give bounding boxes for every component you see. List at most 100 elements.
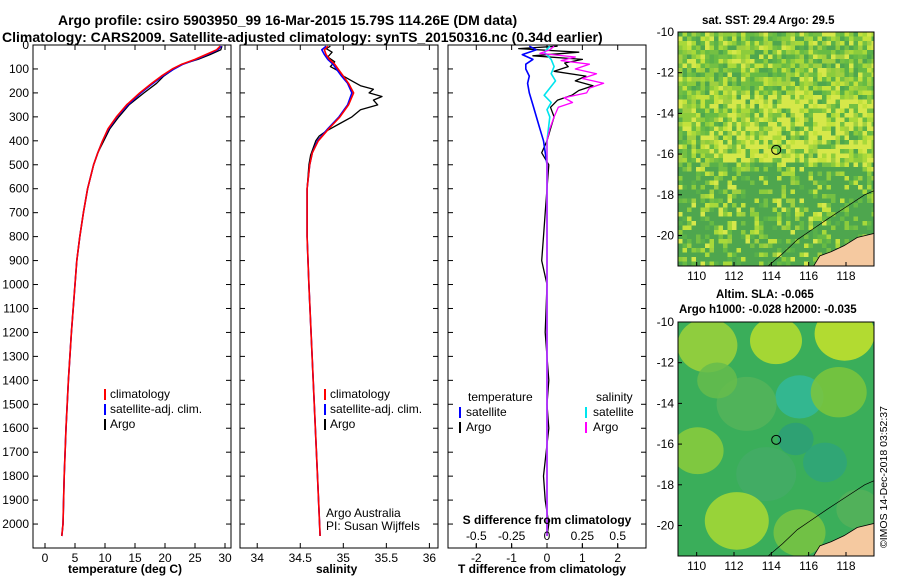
sst-cell	[840, 54, 845, 60]
sst-cell	[727, 153, 733, 159]
sst-cell	[853, 144, 859, 150]
sst-cell	[835, 126, 841, 132]
sst-cell	[781, 158, 787, 163]
sst-cell	[772, 252, 778, 258]
map-field	[678, 32, 874, 266]
sst-cell	[714, 153, 719, 159]
sst-cell	[745, 257, 751, 262]
sst-cell	[727, 149, 733, 154]
sst-cell	[777, 140, 782, 145]
sst-cell	[727, 45, 733, 51]
sst-cell	[867, 221, 872, 226]
sst-cell	[750, 126, 755, 132]
sst-cell	[723, 221, 728, 226]
sst-cell	[790, 32, 796, 37]
sst-cell	[795, 230, 800, 235]
sst-cell	[795, 207, 800, 213]
sst-cell	[772, 140, 778, 145]
sst-cell	[759, 153, 764, 159]
sst-cell	[804, 234, 809, 240]
sst-cell	[718, 216, 724, 222]
sst-cell	[741, 203, 746, 208]
sst-cell	[777, 176, 782, 181]
sst-cell	[840, 90, 845, 96]
sst-cell	[696, 261, 701, 266]
sst-cell	[741, 86, 746, 91]
sst-cell	[700, 122, 706, 127]
sst-cell	[849, 59, 854, 64]
sst-cell	[718, 162, 724, 168]
sst-cell	[786, 135, 791, 141]
sst-cell	[759, 131, 764, 136]
sst-cell	[849, 99, 854, 105]
sst-cell	[759, 144, 764, 150]
sst-cell	[750, 32, 755, 37]
sst-cell	[799, 140, 805, 145]
sst-cell	[732, 239, 737, 244]
sst-cell	[736, 50, 742, 55]
sst-cell	[768, 90, 773, 96]
sst-cell	[727, 230, 733, 235]
sst-cell	[799, 225, 805, 231]
sst-cell	[858, 149, 863, 154]
sst-cell	[678, 36, 683, 42]
sst-cell	[741, 32, 746, 37]
sst-cell	[768, 158, 773, 163]
sst-cell	[799, 108, 805, 114]
sst-cell	[705, 153, 710, 159]
sst-cell	[831, 180, 836, 186]
sst-cell	[705, 216, 710, 222]
sst-cell	[826, 32, 832, 37]
sst-cell	[817, 77, 823, 82]
sst-cell	[844, 68, 850, 73]
sst-cell	[781, 185, 787, 190]
sst-cell	[714, 216, 719, 222]
sst-cell	[714, 59, 719, 64]
sst-cell	[727, 144, 733, 150]
sst-cell	[754, 117, 760, 123]
sst-cell	[813, 149, 818, 154]
sst-cell	[835, 180, 841, 186]
sst-cell	[696, 95, 701, 100]
sst-cell	[849, 81, 854, 87]
sst-cell	[736, 41, 742, 46]
sst-cell	[732, 32, 737, 37]
sst-cell	[687, 149, 692, 154]
sst-cell	[835, 45, 841, 51]
sst-cell	[862, 99, 868, 105]
sst-cell	[799, 63, 805, 69]
sst-cell	[781, 36, 787, 42]
sst-cell	[790, 194, 796, 199]
sst-cell	[736, 77, 742, 82]
sst-cell	[687, 32, 692, 37]
sla-blob	[678, 427, 724, 475]
sst-cell	[750, 230, 755, 235]
sst-cell	[754, 216, 760, 222]
sst-cell	[867, 72, 872, 78]
sst-cell	[723, 104, 728, 109]
sst-cell	[867, 59, 872, 64]
sst-cell	[871, 108, 874, 114]
sst-cell	[718, 248, 724, 253]
sst-cell	[687, 41, 692, 46]
sst-cell	[831, 68, 836, 73]
sst-cell	[777, 99, 782, 105]
sst-cell	[691, 153, 697, 159]
sst-cell	[817, 135, 823, 141]
sst-cell	[826, 135, 832, 141]
sst-cell	[709, 221, 715, 226]
sst-cell	[853, 104, 859, 109]
sst-cell	[871, 185, 874, 190]
sst-cell	[682, 230, 688, 235]
lat-tick-label: -16	[657, 437, 675, 451]
series-satellite-adj-clim-	[61, 45, 222, 537]
sst-cell	[723, 234, 728, 240]
y-tick-label: 1500	[2, 397, 29, 411]
sst-cell	[790, 63, 796, 69]
sst-cell	[705, 90, 710, 96]
sst-cell	[831, 167, 836, 172]
sst-cell	[723, 36, 728, 42]
sst-cell	[781, 198, 787, 204]
sst-cell	[691, 135, 697, 141]
sst-cell	[822, 63, 827, 69]
